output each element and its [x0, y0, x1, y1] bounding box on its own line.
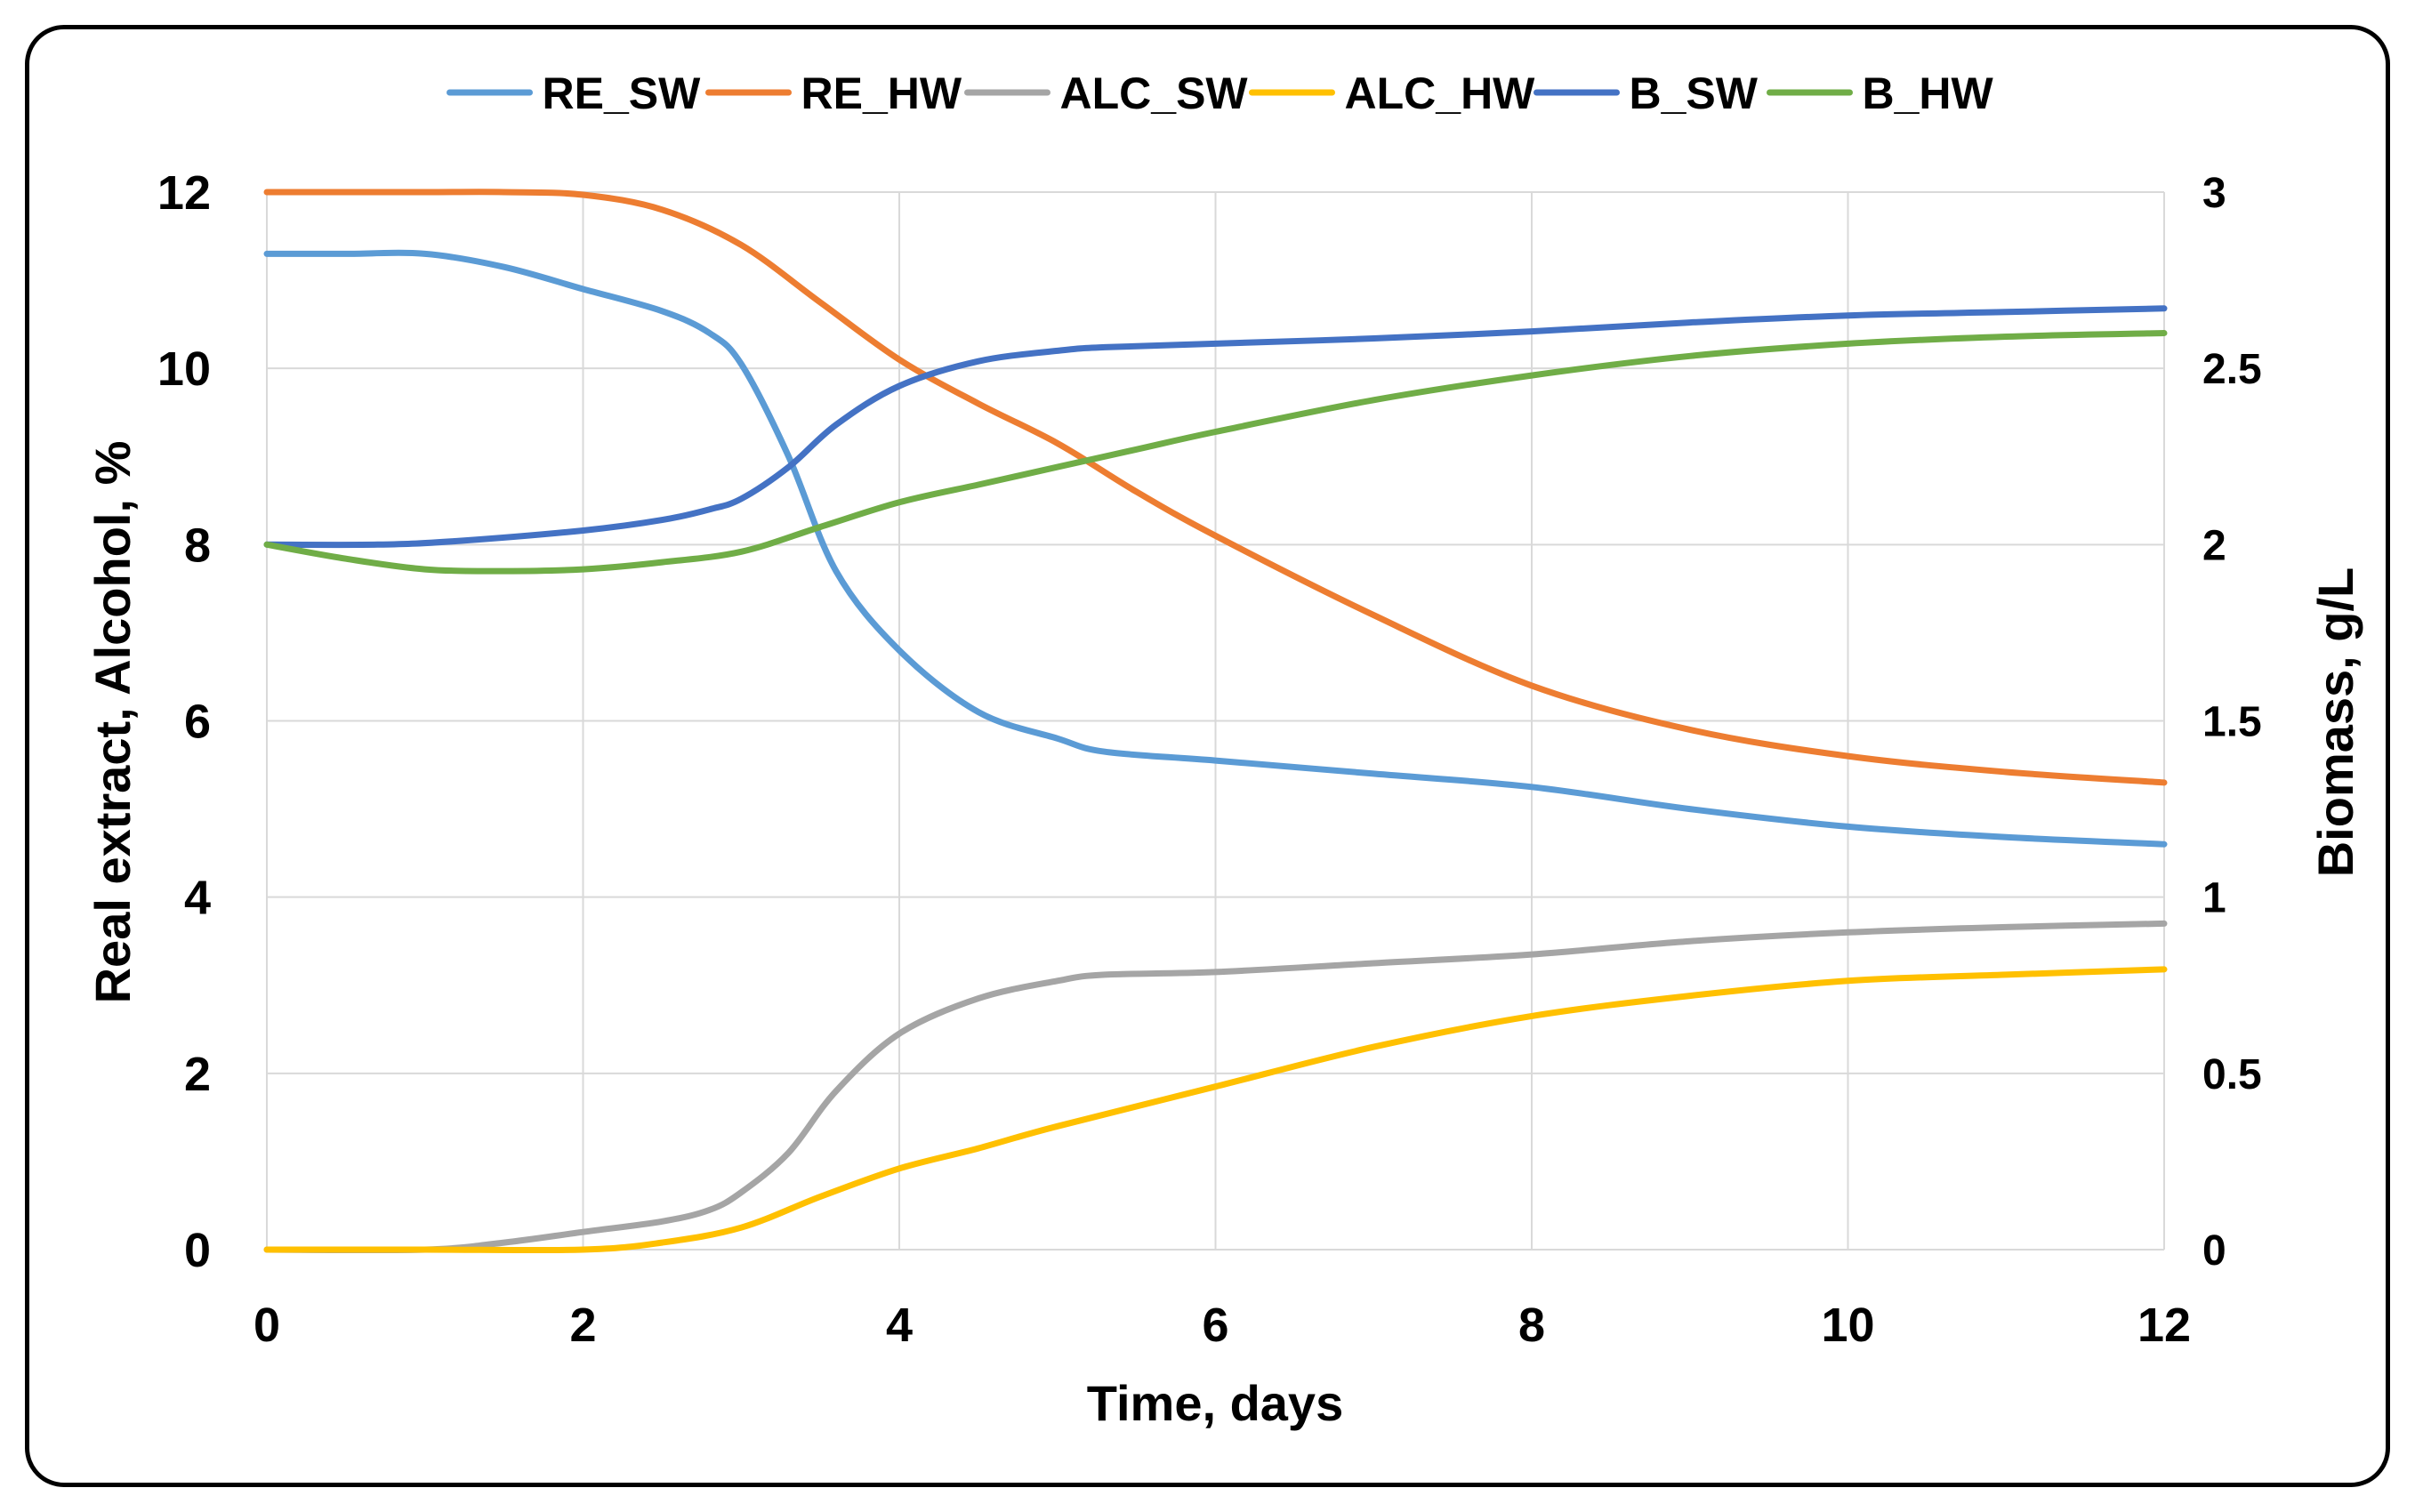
y2-tick-label: 1 — [2202, 875, 2226, 922]
series-line-alc-hw — [263, 966, 2168, 1254]
y-tick-label: 6 — [184, 696, 211, 749]
y-tick-label: 10 — [157, 342, 211, 396]
x-tick-label: 12 — [2137, 1299, 2191, 1352]
legend-label: B_SW — [1630, 68, 1759, 118]
series-line-b-hw — [263, 330, 2168, 575]
x-tick-label: 0 — [254, 1299, 280, 1352]
series-line-b-sw — [263, 305, 2168, 549]
legend-item-re-sw: RE_SW — [447, 68, 702, 118]
y-tick-label: 4 — [184, 872, 211, 925]
x-tick-label: 8 — [1518, 1299, 1545, 1352]
series-line-re-hw — [263, 189, 2168, 786]
legend-label: B_HW — [1863, 68, 1994, 118]
legend-item-b-sw: B_SW — [1534, 68, 1759, 118]
series-line-alc-sw — [263, 920, 2168, 1254]
series-line-re-sw — [263, 249, 2168, 848]
y2-tick-label: 0 — [2202, 1227, 2226, 1275]
legend-item-alc-hw: ALC_HW — [1249, 68, 1536, 118]
y2-tick-label: 1.5 — [2202, 699, 2262, 746]
y-tick-label: 0 — [184, 1224, 211, 1277]
series-lines — [263, 189, 2168, 1254]
legend-label: ALC_HW — [1345, 68, 1536, 118]
y2-tick-label: 2.5 — [2202, 346, 2262, 393]
x-axis-title: Time, days — [1087, 1375, 1343, 1431]
legend-item-alc-sw: ALC_SW — [964, 68, 1249, 118]
x-tick-label: 2 — [569, 1299, 596, 1352]
x-tick-label: 6 — [1202, 1299, 1228, 1352]
grid — [266, 191, 2165, 1251]
y2-tick-label: 3 — [2202, 170, 2226, 217]
legend: RE_SW RE_HW ALC_SW ALC_HW B_SW B_HW — [447, 68, 1994, 118]
y2-tick-label: 0.5 — [2202, 1051, 2262, 1098]
legend-item-re-hw: RE_HW — [705, 68, 962, 118]
legend-label: RE_SW — [543, 68, 702, 118]
legend-item-b-hw: B_HW — [1767, 68, 1994, 118]
x-tick-label: 4 — [886, 1299, 913, 1352]
legend-label: RE_HW — [801, 68, 962, 118]
y-tick-label: 2 — [184, 1048, 211, 1101]
chart-frame — [25, 25, 2390, 1487]
y-tick-label: 8 — [184, 519, 211, 572]
y2-tick-label: 2 — [2202, 522, 2226, 569]
y-axis-title: Real extract, Alcohol, % — [85, 441, 141, 1004]
y2-axis-title: Biomass, g/L — [2307, 567, 2363, 878]
x-tick-label: 10 — [1821, 1299, 1874, 1352]
legend-label: ALC_SW — [1060, 68, 1249, 118]
y-tick-label: 12 — [157, 166, 211, 220]
